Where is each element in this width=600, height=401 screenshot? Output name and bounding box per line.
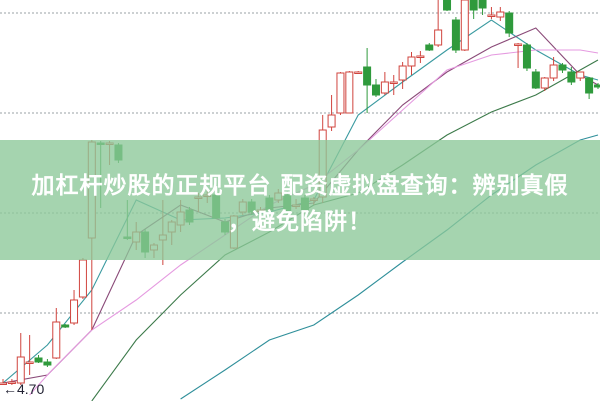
candle-body [594, 84, 600, 88]
candle-body [16, 356, 25, 384]
candle-body [567, 71, 576, 83]
arrow-left-icon: ← [3, 381, 17, 397]
candle [371, 79, 380, 97]
candle-body [514, 43, 523, 46]
candle [16, 333, 25, 385]
candle [478, 0, 487, 15]
candle [0, 379, 7, 385]
candle-body [398, 65, 407, 81]
candle-body [407, 56, 416, 67]
candle [434, 0, 443, 47]
candle-body [425, 44, 434, 51]
candle-body [371, 84, 380, 96]
candle [345, 71, 354, 114]
candle [70, 290, 79, 325]
candle-body [327, 114, 336, 128]
candle [540, 77, 549, 91]
candle-body [522, 44, 531, 69]
candle [460, 0, 469, 51]
candle [416, 51, 425, 63]
candle [522, 43, 531, 71]
candle [451, 17, 460, 53]
candle [61, 324, 70, 328]
candle-body [61, 324, 70, 328]
candle-body [43, 361, 52, 366]
candle-body [531, 71, 540, 89]
candle [78, 258, 87, 299]
candle [496, 7, 505, 21]
candle [505, 11, 514, 37]
candle-body [478, 0, 487, 9]
price-marker-label: 4.70 [17, 381, 45, 397]
candle [531, 69, 540, 89]
candle-body [389, 81, 398, 84]
candle [576, 71, 585, 81]
candle-body [7, 381, 16, 384]
candle [594, 83, 600, 89]
candle [425, 43, 434, 51]
candle-body [434, 29, 443, 46]
candle-body [336, 72, 345, 114]
candle-body [460, 0, 469, 51]
candle-body [443, 0, 452, 11]
candle-body [25, 361, 34, 364]
candle [514, 43, 523, 68]
candle [398, 62, 407, 89]
candle [585, 77, 594, 99]
candle [380, 72, 389, 95]
banner-title-line-1: 加杠杆炒股的正规平台 配资虚拟盘查询：辨别真假 [31, 173, 569, 199]
candle-body [78, 259, 87, 298]
candle [43, 359, 52, 367]
candle-body [52, 321, 61, 359]
candle-body [70, 299, 79, 324]
candle-body [380, 81, 389, 94]
candle [327, 95, 336, 131]
candle [7, 379, 16, 385]
candle [443, 0, 452, 11]
candle [389, 75, 398, 95]
candle [25, 335, 34, 375]
candle-body [345, 71, 354, 114]
candle [558, 63, 567, 73]
candle-body [0, 382, 7, 385]
candle [354, 71, 363, 74]
candle [336, 72, 345, 115]
candle [469, 0, 478, 19]
candle [34, 355, 43, 363]
candle-body [540, 77, 549, 89]
candle-body [585, 77, 594, 94]
candle [549, 57, 558, 81]
candle-body [505, 12, 514, 34]
candle [407, 52, 416, 75]
title-banner: 加杠杆炒股的正规平台 配资虚拟盘查询：辨别真假 ，避免陷阱！ [0, 140, 600, 260]
candle [487, 7, 496, 19]
candle-body [549, 64, 558, 79]
candle-body [469, 0, 478, 11]
candle [567, 67, 576, 85]
price-marker: ←4.70 [3, 381, 44, 397]
candle-body [558, 64, 567, 71]
candle-body [34, 357, 43, 363]
candle-body [576, 71, 585, 79]
candle-body [363, 66, 372, 86]
candle-body [354, 71, 363, 74]
candle-body [451, 19, 460, 51]
candle [52, 308, 61, 359]
candle-body [416, 55, 425, 58]
candle [363, 48, 372, 113]
candle-body [487, 14, 496, 17]
candle-body [496, 11, 505, 18]
banner-title-line-2: ，避免陷阱！ [228, 209, 372, 235]
